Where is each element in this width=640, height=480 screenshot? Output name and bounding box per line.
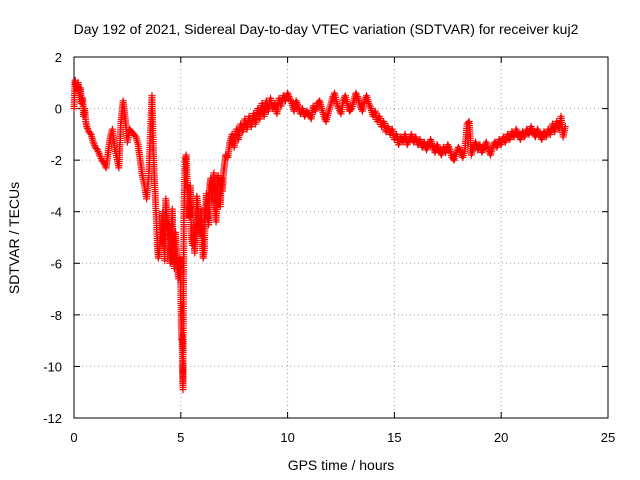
- data-point: [93, 146, 101, 154]
- data-point-fill: [294, 100, 302, 108]
- chart-title: Day 192 of 2021, Sidereal Day-to-day VTE…: [74, 21, 579, 37]
- data-point: [89, 138, 97, 146]
- data-point-fill: [353, 93, 361, 101]
- data-point-fill: [287, 98, 295, 106]
- data-point-fill: [84, 124, 92, 132]
- plot-frame: [73, 56, 609, 419]
- data-point: [512, 125, 520, 133]
- x-tick-label: 10: [280, 430, 294, 445]
- data-point-fill: [96, 153, 104, 161]
- y-axis-label: SDTVAR / TECUs: [6, 182, 22, 294]
- data-point-fill: [285, 93, 293, 101]
- x-axis-label: GPS time / hours: [288, 457, 395, 473]
- data-point: [422, 146, 430, 154]
- data-point-fill: [513, 127, 521, 135]
- data-point-fill: [528, 124, 536, 132]
- y-tick-label: -12: [43, 411, 62, 426]
- data-point-fill: [131, 132, 139, 140]
- data-point: [96, 151, 104, 159]
- data-point-fill: [445, 144, 453, 152]
- data-point: [478, 148, 486, 156]
- data-point-fill: [293, 99, 301, 107]
- data-point: [534, 125, 542, 133]
- data-point: [333, 99, 341, 107]
- y-axis: 2 0 -2 -4 -6 -8 -10 -12: [43, 50, 608, 426]
- y-tick-label: -6: [50, 256, 62, 271]
- data-point: [561, 123, 569, 131]
- y-tick-label: 2: [55, 50, 62, 65]
- y-tick-label: -10: [43, 359, 62, 374]
- data-point-fill: [423, 144, 431, 152]
- data-point: [403, 141, 411, 149]
- x-tick-label: 0: [70, 430, 77, 445]
- data-point: [292, 97, 300, 105]
- data-point-fill: [95, 149, 103, 157]
- data-point-fill: [455, 145, 463, 153]
- data-point-fill: [445, 142, 453, 150]
- x-tick-label: 20: [494, 430, 508, 445]
- data-point-fill: [514, 129, 522, 137]
- data-point: [286, 94, 294, 102]
- y-tick-label: -4: [50, 205, 62, 220]
- data-point-fill: [479, 147, 487, 155]
- x-axis: 0 5 10 15 20 25: [70, 57, 615, 445]
- data-point-fill: [535, 129, 543, 137]
- data-point-fill: [365, 101, 373, 109]
- data-point: [433, 141, 441, 149]
- y-tick-label: -2: [50, 153, 62, 168]
- x-tick-label: 5: [177, 430, 184, 445]
- data-point: [454, 143, 462, 151]
- data-point-fill: [284, 91, 292, 99]
- x-tick-label: 25: [601, 430, 615, 445]
- data-point: [284, 89, 292, 97]
- data-point: [83, 123, 91, 131]
- data-point-fill: [424, 142, 432, 150]
- data-point-fill: [94, 148, 102, 156]
- data-point-fill: [347, 106, 355, 114]
- data-point-fill: [90, 140, 98, 148]
- data-point-fill: [286, 96, 294, 104]
- data-point-fill: [353, 91, 361, 99]
- x-tick-label: 15: [387, 430, 401, 445]
- data-point-fill: [479, 145, 487, 153]
- data-series: [70, 76, 569, 394]
- data-point: [365, 99, 373, 107]
- data-point-fill: [456, 147, 464, 155]
- y-tick-label: -8: [50, 308, 62, 323]
- y-tick-label: 0: [55, 102, 62, 117]
- data-point-fill: [366, 103, 374, 111]
- data-point-fill: [529, 126, 537, 134]
- data-point: [444, 141, 452, 149]
- data-point-fill: [434, 142, 442, 150]
- data-point: [527, 123, 535, 131]
- data-point-fill: [534, 127, 542, 135]
- data-point: [301, 112, 309, 120]
- data-point-fill: [86, 129, 94, 137]
- data-point: [352, 89, 360, 97]
- data-point-fill: [404, 139, 412, 147]
- data-point-fill: [405, 137, 413, 145]
- data-point-fill: [435, 144, 443, 152]
